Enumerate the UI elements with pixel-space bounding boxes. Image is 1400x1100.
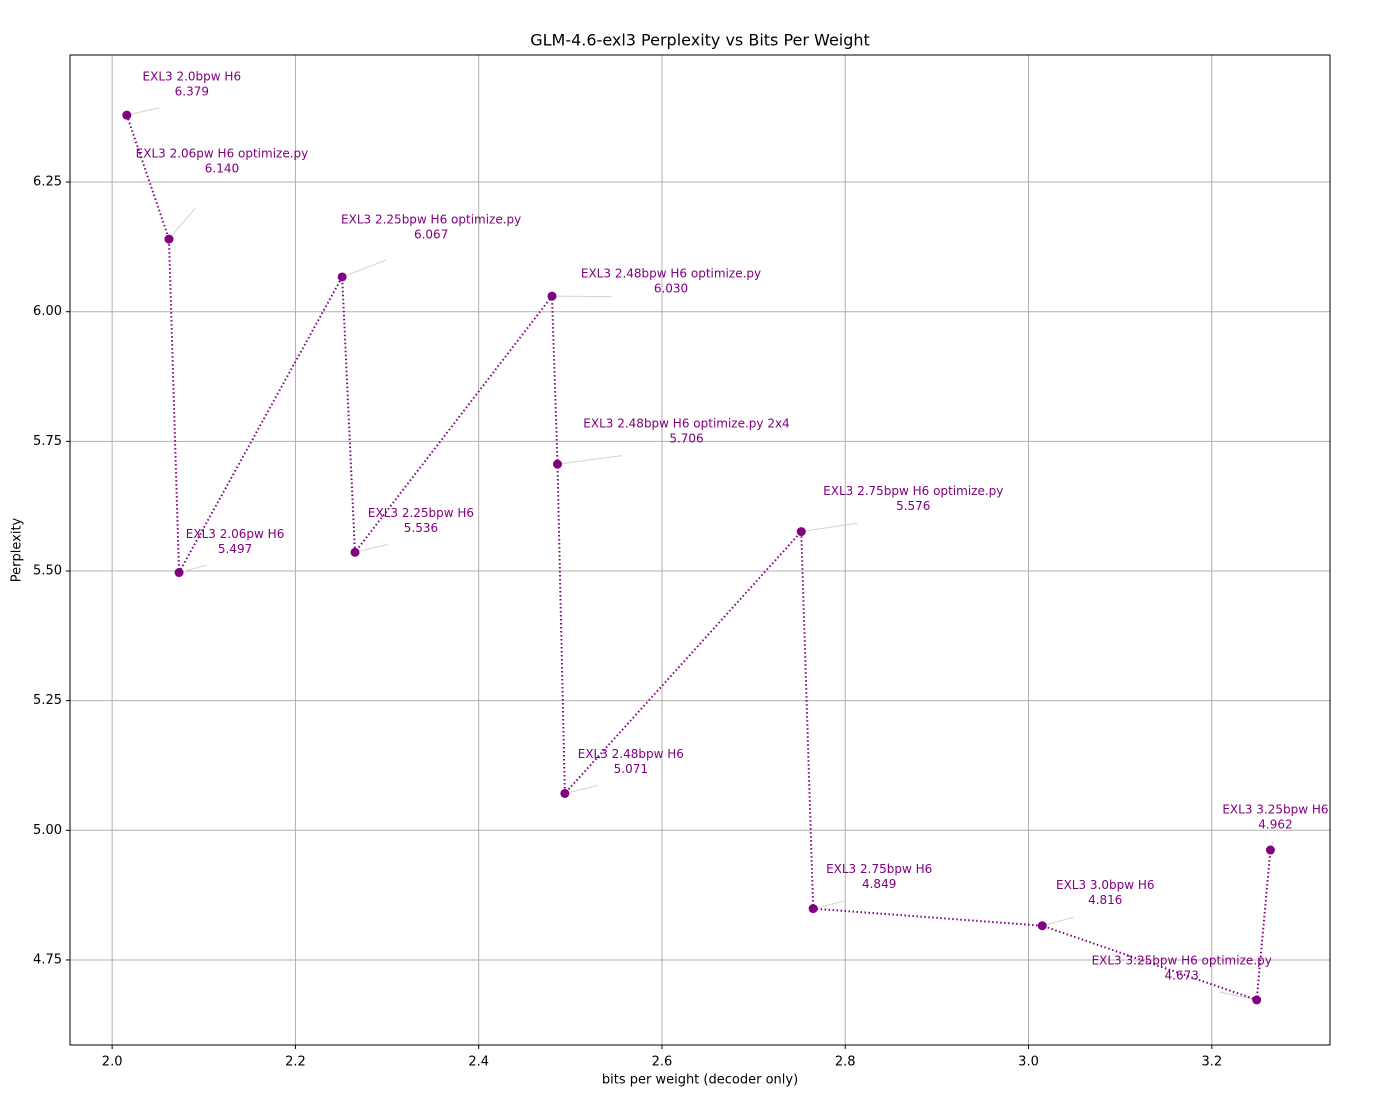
x-tick-label: 2.2 [285, 1055, 306, 1070]
data-point [547, 291, 557, 301]
annotation-leader [564, 784, 598, 794]
y-tick-label: 6.00 [33, 304, 62, 319]
value-label: 4.849 [862, 877, 896, 891]
point-label: EXL3 2.48bpw H6 [578, 747, 684, 761]
x-tick-label: 3.0 [1018, 1055, 1039, 1070]
point-label: EXL3 2.0bpw H6 [143, 70, 242, 84]
y-tick-label: 4.75 [33, 952, 62, 967]
point-label: EXL3 3.0bpw H6 [1056, 878, 1155, 892]
data-point [560, 788, 570, 798]
y-axis-label: Perplexity [10, 517, 25, 582]
point-label: EXL3 2.06pw H6 optimize.py [136, 147, 309, 161]
y-tick-label: 5.00 [33, 823, 62, 838]
series-line [125, 114, 1272, 1002]
y-tick-label: 5.50 [33, 564, 62, 579]
annotation-leader [354, 543, 389, 553]
data-point [350, 547, 360, 557]
value-label: 5.706 [669, 432, 703, 446]
x-tick-label: 2.4 [468, 1055, 489, 1070]
point-label: EXL3 3.25bpw H6 [1222, 803, 1328, 817]
annotation-leader [178, 564, 208, 574]
point-label: EXL3 2.75bpw H6 [826, 862, 932, 876]
annotation-leader [801, 522, 858, 533]
annotation-leader [552, 295, 612, 298]
value-label: 4.962 [1258, 818, 1292, 832]
x-tick-label: 2.0 [102, 1055, 123, 1070]
annotation-leader [813, 900, 847, 910]
data-point [1252, 995, 1262, 1005]
x-axis-label: bits per weight (decoder only) [602, 1073, 798, 1088]
annotation-leader [1042, 916, 1074, 927]
data-point [796, 527, 806, 537]
x-tick-label: 2.8 [835, 1055, 856, 1070]
value-label: 6.067 [414, 227, 448, 241]
value-label: 5.536 [404, 521, 438, 535]
data-point [164, 234, 174, 244]
data-point [1265, 845, 1275, 855]
plot-frame [69, 54, 1331, 1046]
annotation-leader [341, 259, 387, 278]
annotation-leader [168, 207, 196, 240]
value-label: 5.497 [218, 542, 252, 556]
annotation-leader [126, 107, 160, 116]
annotation-leader [557, 455, 623, 465]
point-label: EXL3 2.06pw H6 [186, 527, 285, 541]
point-label: EXL3 3.25bpw H6 optimize.py [1092, 953, 1272, 967]
point-label: EXL3 2.48bpw H6 optimize.py [581, 267, 761, 281]
point-label: EXL3 2.75bpw H6 optimize.py [823, 484, 1003, 498]
y-tick-label: 5.25 [33, 693, 62, 708]
point-label: EXL3 2.25bpw H6 [368, 506, 474, 520]
data-point [122, 110, 132, 120]
data-point [1037, 921, 1047, 931]
x-tick-label: 2.6 [652, 1055, 673, 1070]
value-label: 5.576 [896, 499, 930, 513]
point-label: EXL3 2.25bpw H6 optimize.py [341, 212, 521, 226]
y-tick-label: 6.25 [33, 175, 62, 190]
value-label: 5.071 [614, 762, 648, 776]
data-point [808, 904, 818, 914]
y-tick-label: 5.75 [33, 434, 62, 449]
data-point [337, 272, 347, 282]
value-label: 4.816 [1088, 893, 1122, 907]
data-point [553, 459, 563, 469]
value-label: 6.379 [175, 85, 209, 99]
data-point [174, 568, 184, 578]
value-label: 6.140 [205, 162, 239, 176]
value-label: 6.030 [654, 282, 688, 296]
x-tick-label: 3.2 [1201, 1055, 1222, 1070]
annotation-leader [1219, 991, 1257, 1001]
chart-title: GLM-4.6-exl3 Perplexity vs Bits Per Weig… [530, 31, 870, 50]
point-label: EXL3 2.48bpw H6 optimize.py 2x4 [583, 417, 789, 431]
